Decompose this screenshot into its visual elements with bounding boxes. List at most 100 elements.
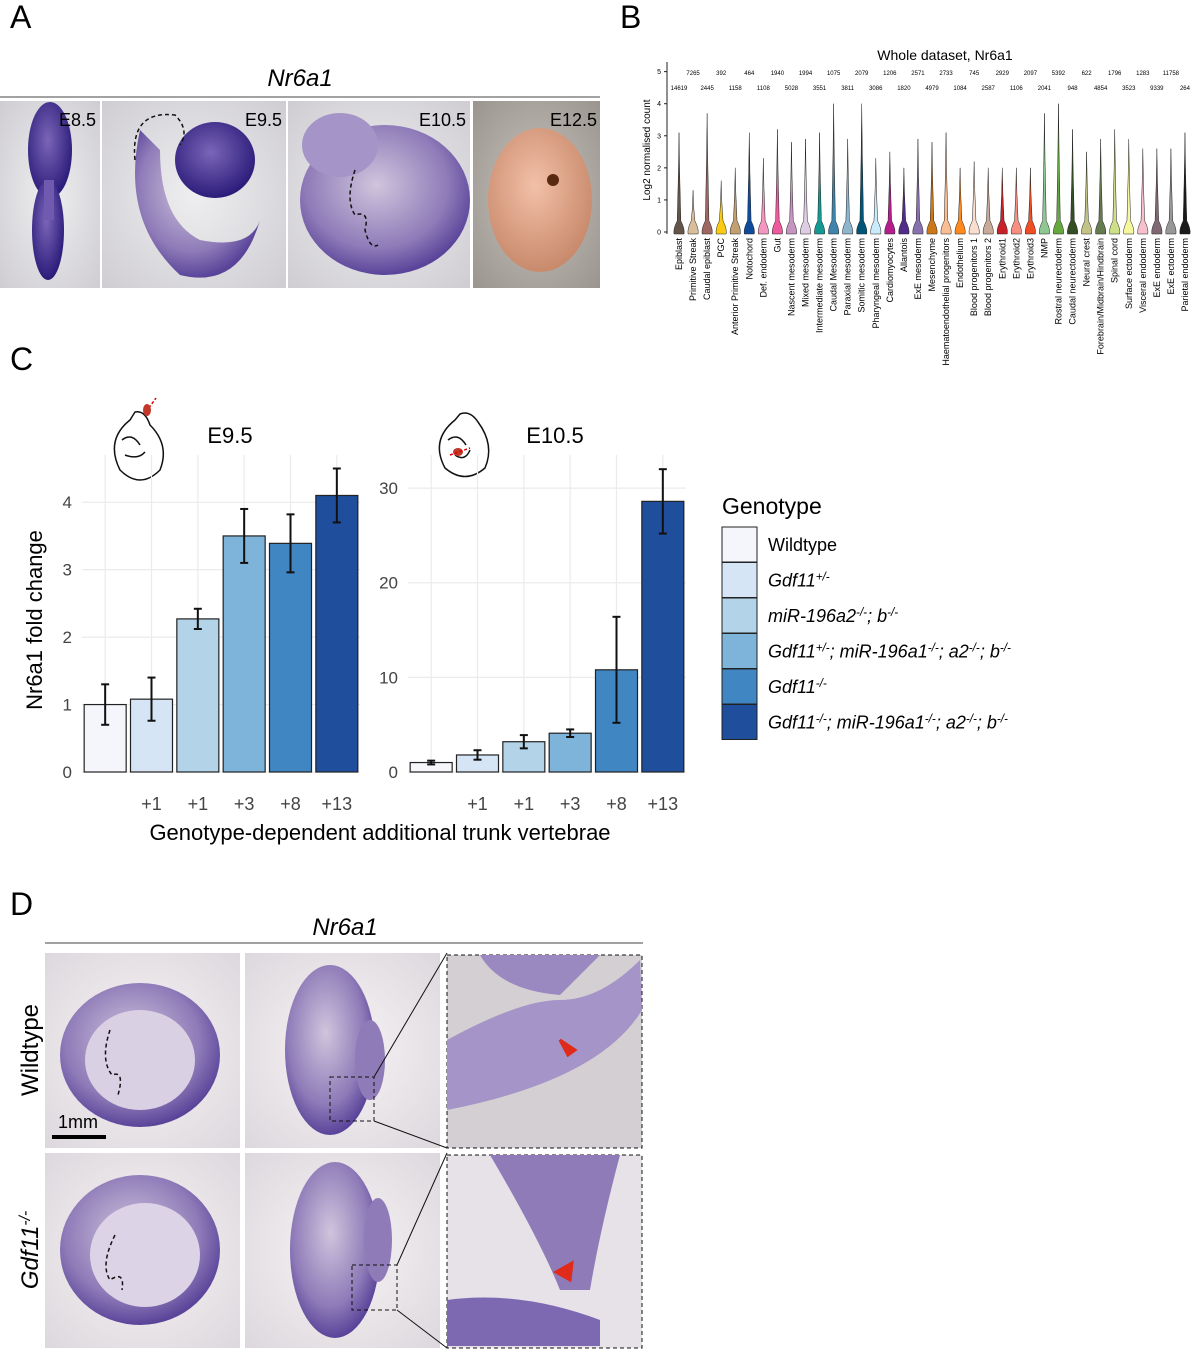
violin bbox=[926, 142, 938, 235]
count-label: 4979 bbox=[925, 86, 939, 92]
y-tick-label: 1 bbox=[657, 197, 661, 204]
embryo-icon bbox=[113, 397, 165, 481]
embryo-icon bbox=[438, 412, 490, 478]
violin bbox=[757, 158, 769, 235]
image-e95 bbox=[102, 101, 286, 288]
x-tick-label: +1 bbox=[141, 794, 162, 814]
violin bbox=[1151, 148, 1163, 235]
count-label: 3811 bbox=[841, 86, 855, 92]
bar bbox=[222, 535, 266, 773]
x-tick-label: +13 bbox=[322, 794, 353, 814]
error-bar bbox=[612, 615, 621, 724]
stage-label: E10.5 bbox=[419, 110, 466, 130]
y-tick-label: 10 bbox=[379, 668, 398, 687]
x-tick-label: Primitive Streak bbox=[688, 238, 698, 302]
x-tick-label: +8 bbox=[280, 794, 301, 814]
bar bbox=[268, 542, 313, 773]
violin bbox=[982, 167, 994, 235]
y-tick-label: 4 bbox=[63, 493, 72, 512]
violin bbox=[954, 167, 966, 235]
x-tick-label: +1 bbox=[514, 794, 535, 814]
bar bbox=[548, 732, 592, 773]
violin bbox=[1179, 132, 1191, 235]
stage-label: E12.5 bbox=[550, 110, 597, 130]
x-tick-label: +3 bbox=[234, 794, 255, 814]
count-label: 1108 bbox=[757, 86, 771, 92]
violin bbox=[786, 142, 797, 235]
panel-label: B bbox=[620, 0, 641, 35]
violin bbox=[884, 151, 896, 235]
violin bbox=[996, 167, 1008, 235]
count-label: 2097 bbox=[1024, 71, 1038, 77]
bar bbox=[641, 500, 685, 773]
x-tick-label: Epiblast bbox=[674, 238, 684, 271]
y-tick-label: 5 bbox=[657, 69, 661, 76]
count-label: 2587 bbox=[982, 86, 996, 92]
y-tick-label: 4 bbox=[657, 101, 661, 108]
y-tick-label: 3 bbox=[657, 133, 661, 140]
count-label: 2929 bbox=[996, 71, 1010, 77]
violin bbox=[856, 103, 868, 235]
x-tick-label: Rostral neurectoderm bbox=[1053, 238, 1063, 325]
chart-title: E9.5 bbox=[207, 423, 252, 448]
panel-label: C bbox=[10, 341, 33, 377]
count-label: 2733 bbox=[939, 71, 953, 77]
count-label: 745 bbox=[969, 71, 980, 77]
legend-swatch bbox=[721, 704, 758, 740]
error-bar bbox=[332, 467, 341, 524]
x-tick-label: Caudal epiblast bbox=[702, 238, 712, 301]
x-tick-label: Parietal endoderm bbox=[1180, 238, 1190, 312]
count-label: 4854 bbox=[1094, 86, 1108, 92]
count-label: 2445 bbox=[700, 86, 714, 92]
error-bar bbox=[473, 749, 482, 761]
violin bbox=[940, 132, 952, 235]
x-tick-label: Erythroid2 bbox=[1011, 238, 1021, 279]
count-label: 14619 bbox=[671, 86, 688, 92]
violin bbox=[673, 132, 685, 235]
count-label: 1283 bbox=[1136, 71, 1150, 77]
count-label: 1796 bbox=[1108, 71, 1122, 77]
row-label: Gdf11-/- bbox=[17, 1211, 45, 1289]
violin bbox=[1024, 167, 1036, 235]
x-tick-label: Visceral endoderm bbox=[1138, 238, 1148, 313]
legend-swatch bbox=[721, 597, 758, 634]
y-tick-label: 30 bbox=[379, 479, 398, 498]
legend-entry: miR-196a2-/-; b-/- bbox=[768, 606, 898, 627]
x-tick-label: Notochord bbox=[744, 238, 754, 280]
panel-label: A bbox=[10, 0, 32, 35]
x-tick-label: PGC bbox=[716, 238, 726, 258]
x-axis-label: Genotype-dependent additional trunk vert… bbox=[149, 820, 610, 845]
count-label: 7265 bbox=[686, 71, 700, 77]
violin bbox=[743, 132, 755, 235]
violin bbox=[842, 138, 854, 235]
stage-label: E9.5 bbox=[245, 110, 282, 130]
violin bbox=[912, 138, 924, 235]
x-tick-label: Def. endoderm bbox=[758, 238, 768, 298]
x-tick-label: Intermediate mesoderm bbox=[815, 238, 825, 333]
count-label: 392 bbox=[716, 71, 727, 77]
y-tick-label: 2 bbox=[63, 628, 72, 647]
violin bbox=[1123, 138, 1135, 235]
count-label: 1206 bbox=[883, 71, 897, 77]
count-label: 5028 bbox=[785, 86, 799, 92]
violin bbox=[729, 167, 741, 235]
x-tick-label: ExE endoderm bbox=[1152, 238, 1162, 298]
violin bbox=[771, 129, 783, 235]
x-tick-label: Gut bbox=[772, 238, 782, 253]
x-tick-label: ExE mesoderm bbox=[913, 238, 923, 300]
row-label: Wildtype bbox=[17, 1004, 44, 1096]
error-bar bbox=[101, 683, 110, 726]
count-label: 1084 bbox=[953, 86, 967, 92]
x-tick-label: Erythroid1 bbox=[997, 238, 1007, 279]
x-tick-label: Caudal Mesoderm bbox=[829, 238, 839, 312]
x-tick-label: Endothelium bbox=[955, 238, 965, 288]
legend-swatch bbox=[721, 562, 758, 598]
count-label: 2079 bbox=[855, 71, 869, 77]
panel-label: D bbox=[10, 886, 33, 922]
count-label: 2571 bbox=[911, 71, 925, 77]
violin bbox=[800, 138, 811, 235]
x-tick-label: Blood progenitors 1 bbox=[969, 238, 979, 316]
panel-title: Nr6a1 bbox=[312, 914, 377, 941]
error-bar bbox=[427, 759, 436, 766]
error-bar bbox=[519, 734, 528, 750]
